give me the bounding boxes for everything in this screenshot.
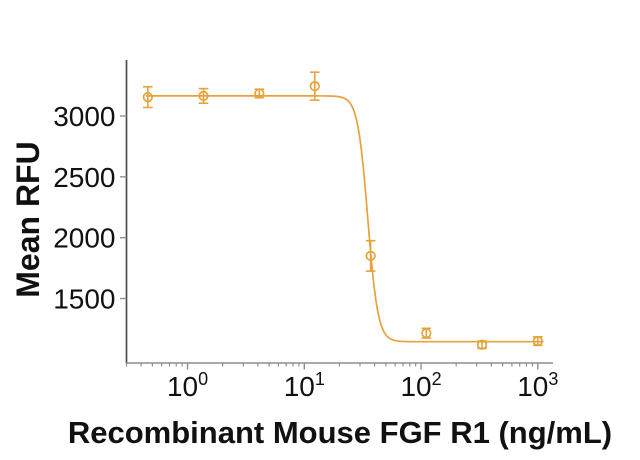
x-tick-label: 103 bbox=[517, 369, 558, 402]
y-axis-title: Mean RFU bbox=[10, 141, 46, 298]
x-tick-label: 101 bbox=[284, 369, 325, 402]
data-point bbox=[198, 90, 209, 102]
y-tick-label: 2000 bbox=[53, 223, 115, 254]
data-point bbox=[476, 339, 488, 350]
fit-curve-line bbox=[145, 95, 544, 343]
y-tick-label: 1500 bbox=[53, 284, 115, 315]
plot-area: 100 101 102 103 1500 2000 2500 3000 bbox=[53, 60, 558, 402]
y-tick-label: 3000 bbox=[53, 101, 115, 132]
data-point bbox=[365, 250, 376, 262]
data-point bbox=[142, 91, 153, 103]
y-tick-label: 2500 bbox=[53, 162, 115, 193]
x-axis-title: Recombinant Mouse FGF R1 (ng/mL) bbox=[67, 415, 613, 450]
data-point bbox=[421, 328, 432, 339]
data-point bbox=[254, 88, 265, 99]
x-tick-label: 102 bbox=[400, 369, 441, 402]
x-tick-label: 100 bbox=[167, 369, 208, 402]
data-point bbox=[532, 335, 543, 347]
data-point bbox=[309, 81, 320, 92]
